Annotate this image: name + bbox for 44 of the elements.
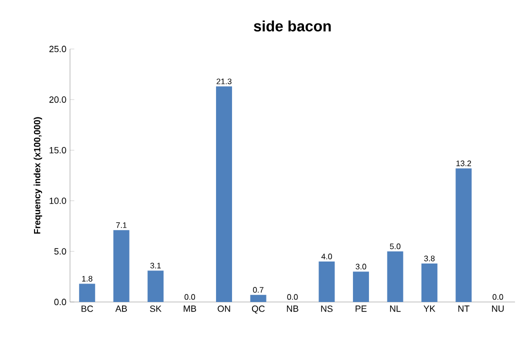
data-label: 1.8	[82, 276, 92, 282]
data-label: 13.2	[456, 160, 472, 166]
bar	[387, 251, 404, 302]
bar	[250, 294, 266, 302]
data-label: 0.7	[253, 287, 264, 293]
data-label: 7.1	[116, 222, 127, 228]
y-axis-title: Frequency index (x100,000)	[34, 117, 42, 234]
bar	[79, 284, 96, 302]
x-tick-label: AB	[115, 306, 127, 312]
bar	[113, 230, 130, 302]
bar	[421, 264, 438, 302]
bar	[456, 168, 472, 302]
bar	[318, 262, 335, 302]
x-tick-label: NB	[286, 306, 298, 312]
data-label: 0.0	[492, 294, 504, 300]
data-label: 0.0	[184, 294, 196, 300]
y-tick-label: 0.0	[54, 298, 66, 306]
bar	[352, 272, 369, 302]
data-label: 3.8	[424, 256, 435, 262]
data-label: 4.0	[321, 254, 332, 260]
y-tick-label: 15.0	[50, 147, 66, 154]
x-tick-label: BC	[82, 306, 94, 312]
x-tick-label: ON	[218, 306, 230, 312]
x-tick-label: QC	[252, 306, 265, 314]
x-tick-label: NT	[458, 306, 470, 312]
x-tick-label: YK	[424, 306, 436, 312]
x-tick-label: MB	[184, 306, 196, 312]
x-tick-label: PE	[356, 306, 367, 312]
data-label: 0.0	[287, 294, 298, 300]
y-tick-label: 5.0	[54, 248, 66, 255]
y-tick-label: 10.0	[50, 198, 66, 204]
y-tick-label: 25.0	[49, 46, 66, 52]
x-tick-label: NU	[492, 306, 504, 312]
data-label: 3.0	[356, 264, 366, 270]
data-label: 21.3	[216, 78, 232, 84]
bar	[148, 270, 164, 302]
x-tick-label: NS	[321, 306, 333, 312]
x-tick-label: SK	[150, 306, 162, 312]
data-label: 3.1	[150, 262, 161, 268]
data-label: 5.0	[390, 244, 400, 250]
y-tick-label: 20.0	[49, 96, 66, 103]
x-tick-label: NL	[390, 306, 401, 312]
chart-title: side bacon	[254, 20, 331, 32]
bar	[216, 86, 232, 302]
